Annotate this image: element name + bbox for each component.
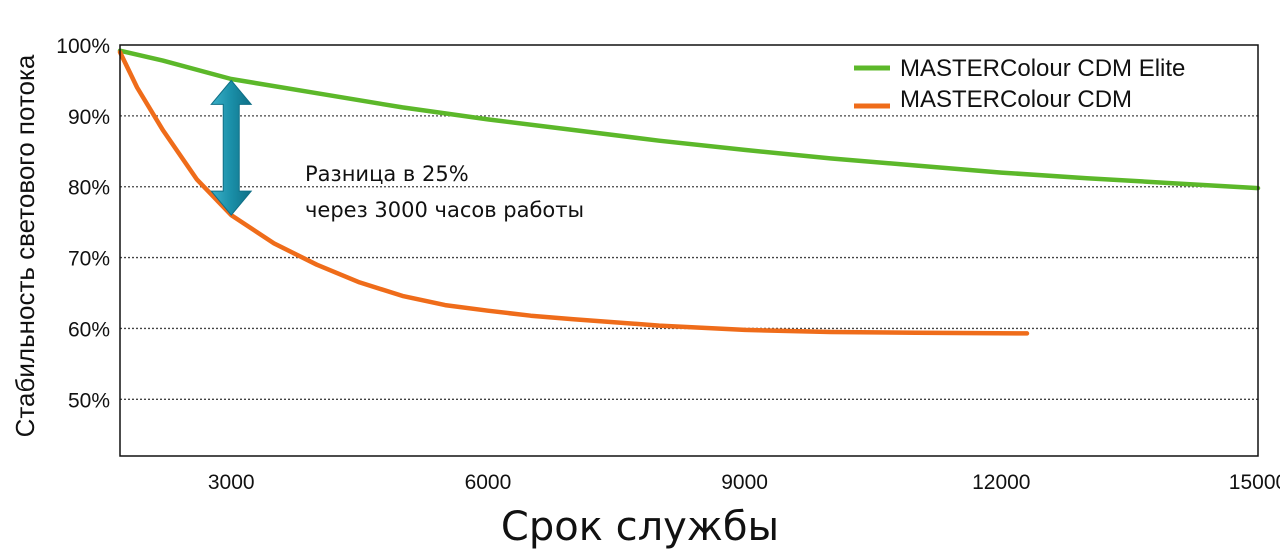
y-tick-label-100: 100%: [56, 35, 110, 58]
x-tick-label-12000: 12000: [972, 471, 1030, 494]
gridlines: [120, 115, 1258, 400]
plot-area-frame: [119, 44, 1259, 457]
series-layer: [117, 48, 1261, 336]
y-axis-label: Стабильность светового потока: [10, 54, 40, 437]
legend-label-cdm: MASTERColour CDM: [900, 86, 1132, 113]
annotation-group: Разница в 25% через 3000 часов работы: [210, 79, 584, 222]
y-tick-label-80: 80%: [68, 177, 110, 200]
annotation-line-2: через 3000 часов работы: [305, 198, 584, 222]
difference-arrow: [210, 79, 253, 216]
y-axis-ticks: 100% 90% 80% 70% 60% 50%: [56, 35, 110, 412]
legend: MASTERColour CDM Elite MASTERColour CDM: [854, 55, 1185, 113]
x-tick-label-3000: 3000: [208, 471, 255, 494]
x-axis-ticks: 3000 6000 9000 12000 15000: [208, 471, 1280, 494]
legend-label-cdm-elite: MASTERColour CDM Elite: [900, 55, 1185, 82]
x-axis-label: Срок службы: [501, 504, 779, 549]
y-tick-label-90: 90%: [68, 106, 110, 129]
y-tick-label-50: 50%: [68, 389, 110, 412]
x-tick-label-15000: 15000: [1229, 471, 1280, 494]
series-line-mastercolour-cdm: [117, 49, 1030, 336]
annotation-line-1: Разница в 25%: [305, 162, 469, 186]
x-tick-label-6000: 6000: [465, 471, 512, 494]
series-line-mastercolour-cdm-elite: [117, 48, 1261, 191]
x-tick-label-9000: 9000: [721, 471, 768, 494]
y-tick-label-60: 60%: [68, 318, 110, 341]
y-tick-label-70: 70%: [68, 248, 110, 271]
